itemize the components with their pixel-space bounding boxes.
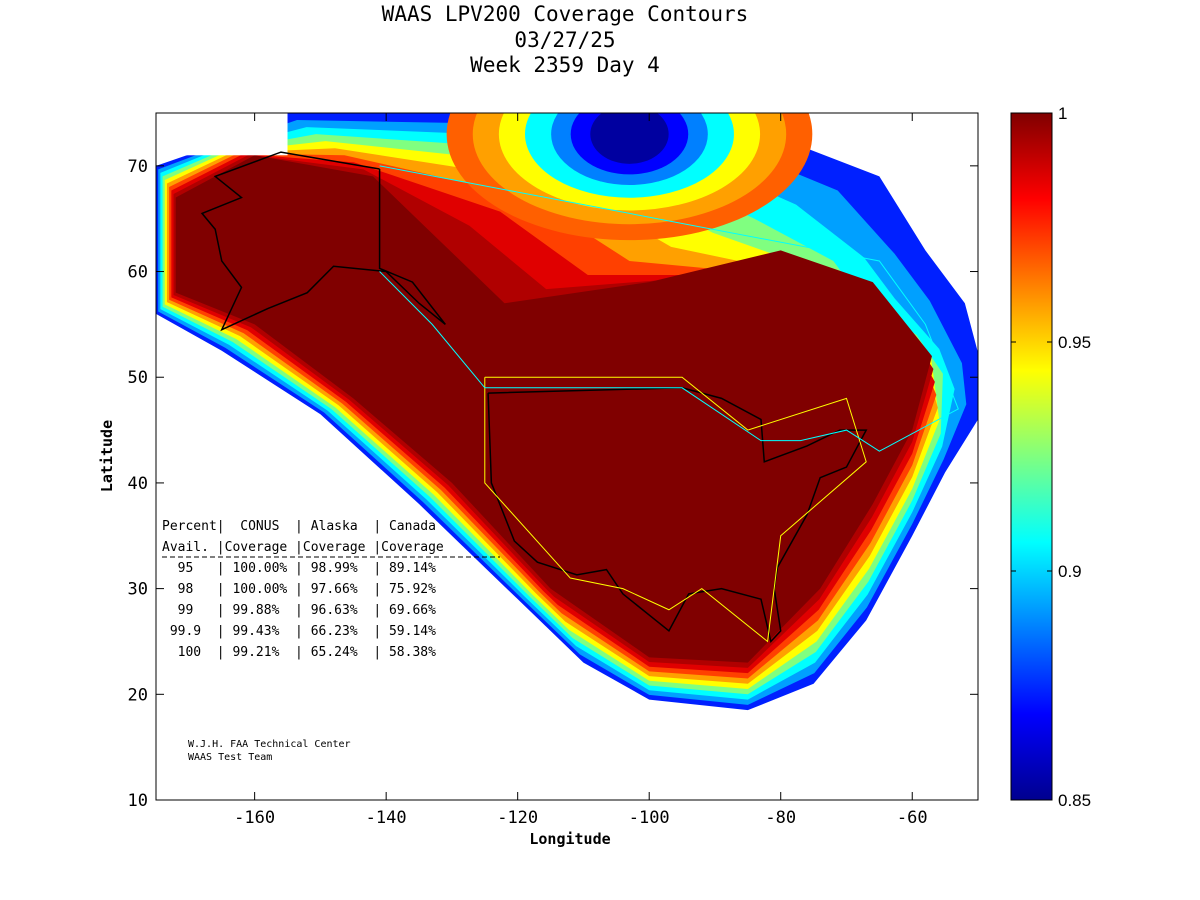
coverage-band: [175, 155, 932, 663]
coverage-table-header: Percent| CONUS | Alaska | Canada: [162, 519, 452, 534]
x-tick-label: -60: [897, 808, 928, 828]
x-tick-label: -140: [366, 808, 407, 828]
y-tick-label: 20: [128, 685, 148, 705]
conus-outline: [487, 387, 868, 644]
coverage-table-row: 98 | 100.00% | 97.66% | 75.92%: [162, 582, 452, 597]
alaska-outline: [200, 151, 446, 332]
x-tick-label: -160: [234, 808, 275, 828]
canada-service-volume: [379, 165, 959, 452]
y-tick-label: 60: [128, 263, 148, 283]
colorbar-tick-label: 0.9: [1058, 562, 1082, 581]
credit-line-2: WAAS Test Team: [188, 752, 272, 763]
colorbar: [1010, 112, 1053, 801]
conus-service-volume: [484, 376, 867, 643]
x-axis-label: Longitude: [529, 830, 610, 848]
no-data-region: [156, 113, 288, 156]
plot-frame: [155, 112, 979, 801]
coverage-table-row: 99.9 | 99.43% | 66.23% | 59.14%: [162, 624, 452, 639]
y-tick-label: 10: [128, 791, 148, 811]
y-tick-label: 70: [128, 157, 148, 177]
y-axis-label: Latitude: [98, 420, 116, 492]
y-tick-label: 30: [128, 580, 148, 600]
chart-title: WAAS LPV200 Coverage Contours: [381, 2, 749, 26]
y-tick-label: 50: [128, 368, 148, 388]
coverage-table-row: 95 | 100.00% | 98.99% | 89.14%: [162, 561, 452, 576]
coverage-table-row: 100 | 99.21% | 65.24% | 58.38%: [162, 645, 452, 660]
low-coverage-contour: [590, 113, 669, 164]
x-tick-label: -120: [497, 808, 538, 828]
coverage-table-header: Avail. |Coverage |Coverage |Coverage: [162, 540, 452, 555]
coverage-table-row: 99 | 99.88% | 96.63% | 69.66%: [162, 603, 452, 618]
credit-line-1: W.J.H. FAA Technical Center: [188, 739, 351, 750]
chart-date: 03/27/25: [514, 28, 616, 52]
chart-week: Week 2359 Day 4: [470, 53, 660, 77]
x-tick-label: -80: [765, 808, 796, 828]
colorbar-tick-label: 1: [1058, 104, 1067, 123]
x-tick-label: -100: [629, 808, 670, 828]
colorbar-tick-label: 0.85: [1058, 791, 1091, 810]
colorbar-tick-label: 0.95: [1058, 333, 1091, 352]
y-tick-label: 40: [128, 474, 148, 494]
